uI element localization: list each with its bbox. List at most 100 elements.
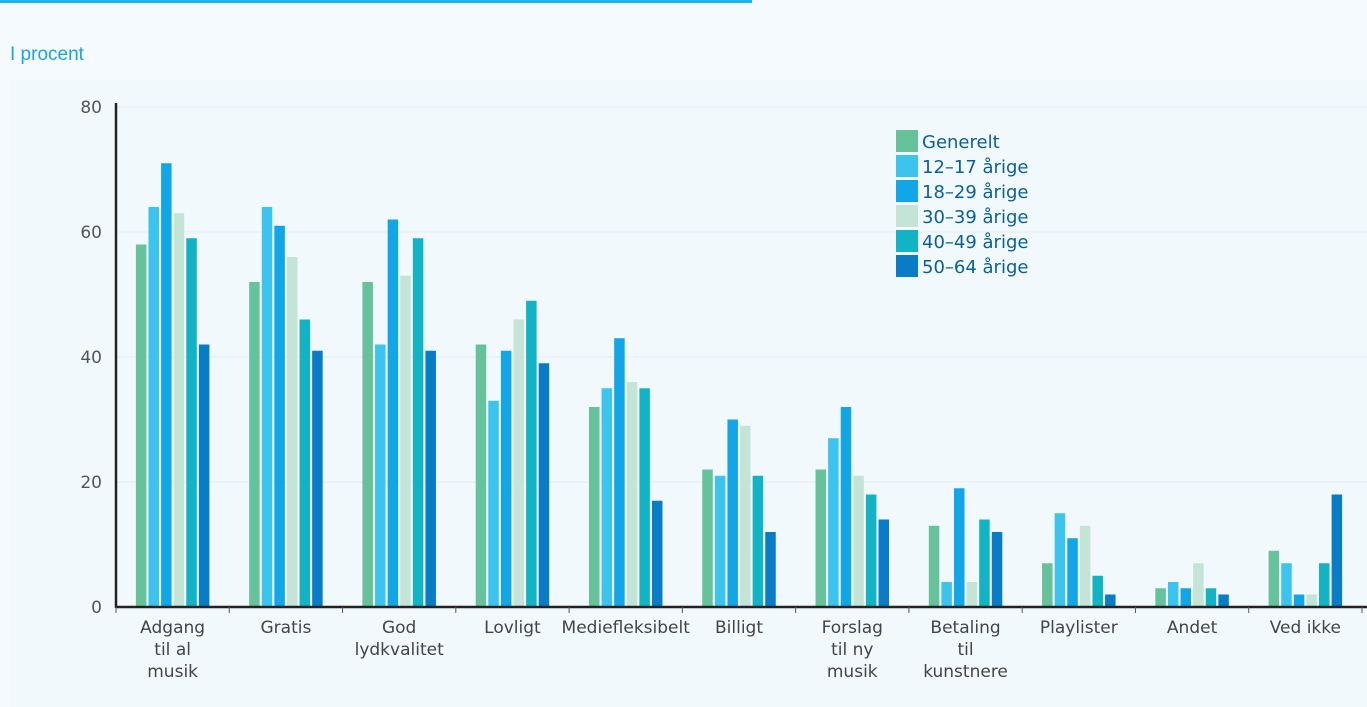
bar (186, 238, 197, 607)
bar (375, 344, 386, 607)
bar (878, 519, 890, 607)
legend-swatch (896, 255, 918, 277)
bar (274, 225, 285, 607)
legend-label: 50–64 årige (922, 257, 1028, 278)
bar (601, 388, 613, 607)
bar (299, 319, 311, 607)
bar (651, 500, 663, 607)
bar (475, 344, 487, 607)
bar (865, 494, 877, 607)
y-tick-label: 20 (80, 473, 102, 493)
y-tick-labels: 0 20 40 60 80 (80, 98, 102, 618)
x-category-label: til al (154, 640, 191, 660)
x-category-label: Andet (1167, 618, 1218, 638)
bar (727, 419, 738, 607)
bar (1105, 594, 1116, 607)
legend-swatch (896, 130, 918, 152)
bar (198, 344, 210, 607)
bar (714, 475, 726, 607)
bar (1079, 525, 1091, 607)
bar (400, 275, 411, 607)
bar (828, 438, 839, 607)
x-category-label: Mediefleksibelt (562, 618, 691, 638)
bar (1155, 588, 1166, 607)
bar (538, 363, 550, 607)
bar (135, 244, 147, 607)
bar (752, 475, 764, 607)
bar (387, 219, 399, 607)
bar (991, 532, 1003, 607)
bar (1218, 594, 1229, 607)
bar (1281, 563, 1292, 607)
x-category-label: Gratis (260, 618, 311, 638)
bar (1054, 513, 1066, 607)
bar (1293, 594, 1305, 607)
bar (1205, 588, 1217, 607)
bar (966, 582, 978, 607)
legend: Generelt 12–17 årige 18–29 årige 30–39 årig… (896, 130, 1028, 278)
x-category-label: lydkvalitet (355, 640, 444, 660)
y-tick-label: 40 (80, 348, 102, 368)
bar (1319, 563, 1330, 607)
x-category-label: Forslag (822, 618, 883, 638)
bar (286, 257, 298, 607)
bar (261, 207, 273, 607)
x-category-label: Playlister (1040, 618, 1118, 638)
bar (1067, 538, 1078, 607)
bar (1042, 563, 1053, 607)
bar (412, 238, 424, 607)
bar (928, 525, 940, 607)
y-tick-label: 0 (91, 598, 102, 618)
bar (1306, 594, 1317, 607)
legend-label: 12–17 årige (922, 157, 1028, 178)
x-category-label: Ved ikke (1270, 618, 1341, 638)
bar (1167, 582, 1179, 607)
bar (614, 338, 625, 607)
bar (1331, 494, 1343, 607)
legend-label: 40–49 årige (922, 232, 1028, 253)
bar (626, 382, 638, 607)
bar (1268, 550, 1280, 607)
legend-swatch (896, 230, 918, 252)
legend-label: 18–29 årige (922, 182, 1028, 203)
bar (173, 213, 185, 607)
legend-label: 30–39 årige (922, 207, 1028, 228)
bars (135, 163, 1343, 607)
bar (941, 582, 952, 607)
x-category-label: kunstnere (923, 662, 1008, 682)
bar (840, 407, 852, 607)
legend-swatch (896, 205, 918, 227)
top-accent-rule (0, 0, 752, 3)
x-category-label: til ny (831, 640, 873, 660)
bar (312, 350, 323, 607)
bar (853, 475, 864, 607)
bar (488, 400, 499, 607)
bar (1092, 575, 1103, 607)
plot-area (10, 80, 1367, 707)
bar (765, 532, 776, 607)
unit-label: I procent (10, 44, 84, 65)
legend-label: Generelt (922, 132, 1000, 153)
x-category-label: God (382, 618, 416, 638)
x-category-label: Lovligt (484, 618, 541, 638)
x-category-label: til (957, 640, 973, 660)
bar (500, 350, 512, 607)
x-category-label: Adgang (140, 618, 205, 638)
y-tick-label: 80 (80, 98, 102, 118)
legend-swatch (896, 180, 918, 202)
y-tick-label: 60 (80, 223, 102, 243)
bar (425, 350, 436, 607)
bar (740, 425, 751, 607)
bar (513, 319, 525, 607)
bar (588, 407, 600, 607)
bar (953, 488, 965, 607)
bar (526, 300, 537, 607)
bar (1193, 563, 1204, 607)
bar (249, 282, 260, 607)
bar (702, 469, 713, 607)
bar (148, 207, 159, 607)
bar (161, 163, 172, 607)
x-category-label: musik (827, 662, 878, 682)
